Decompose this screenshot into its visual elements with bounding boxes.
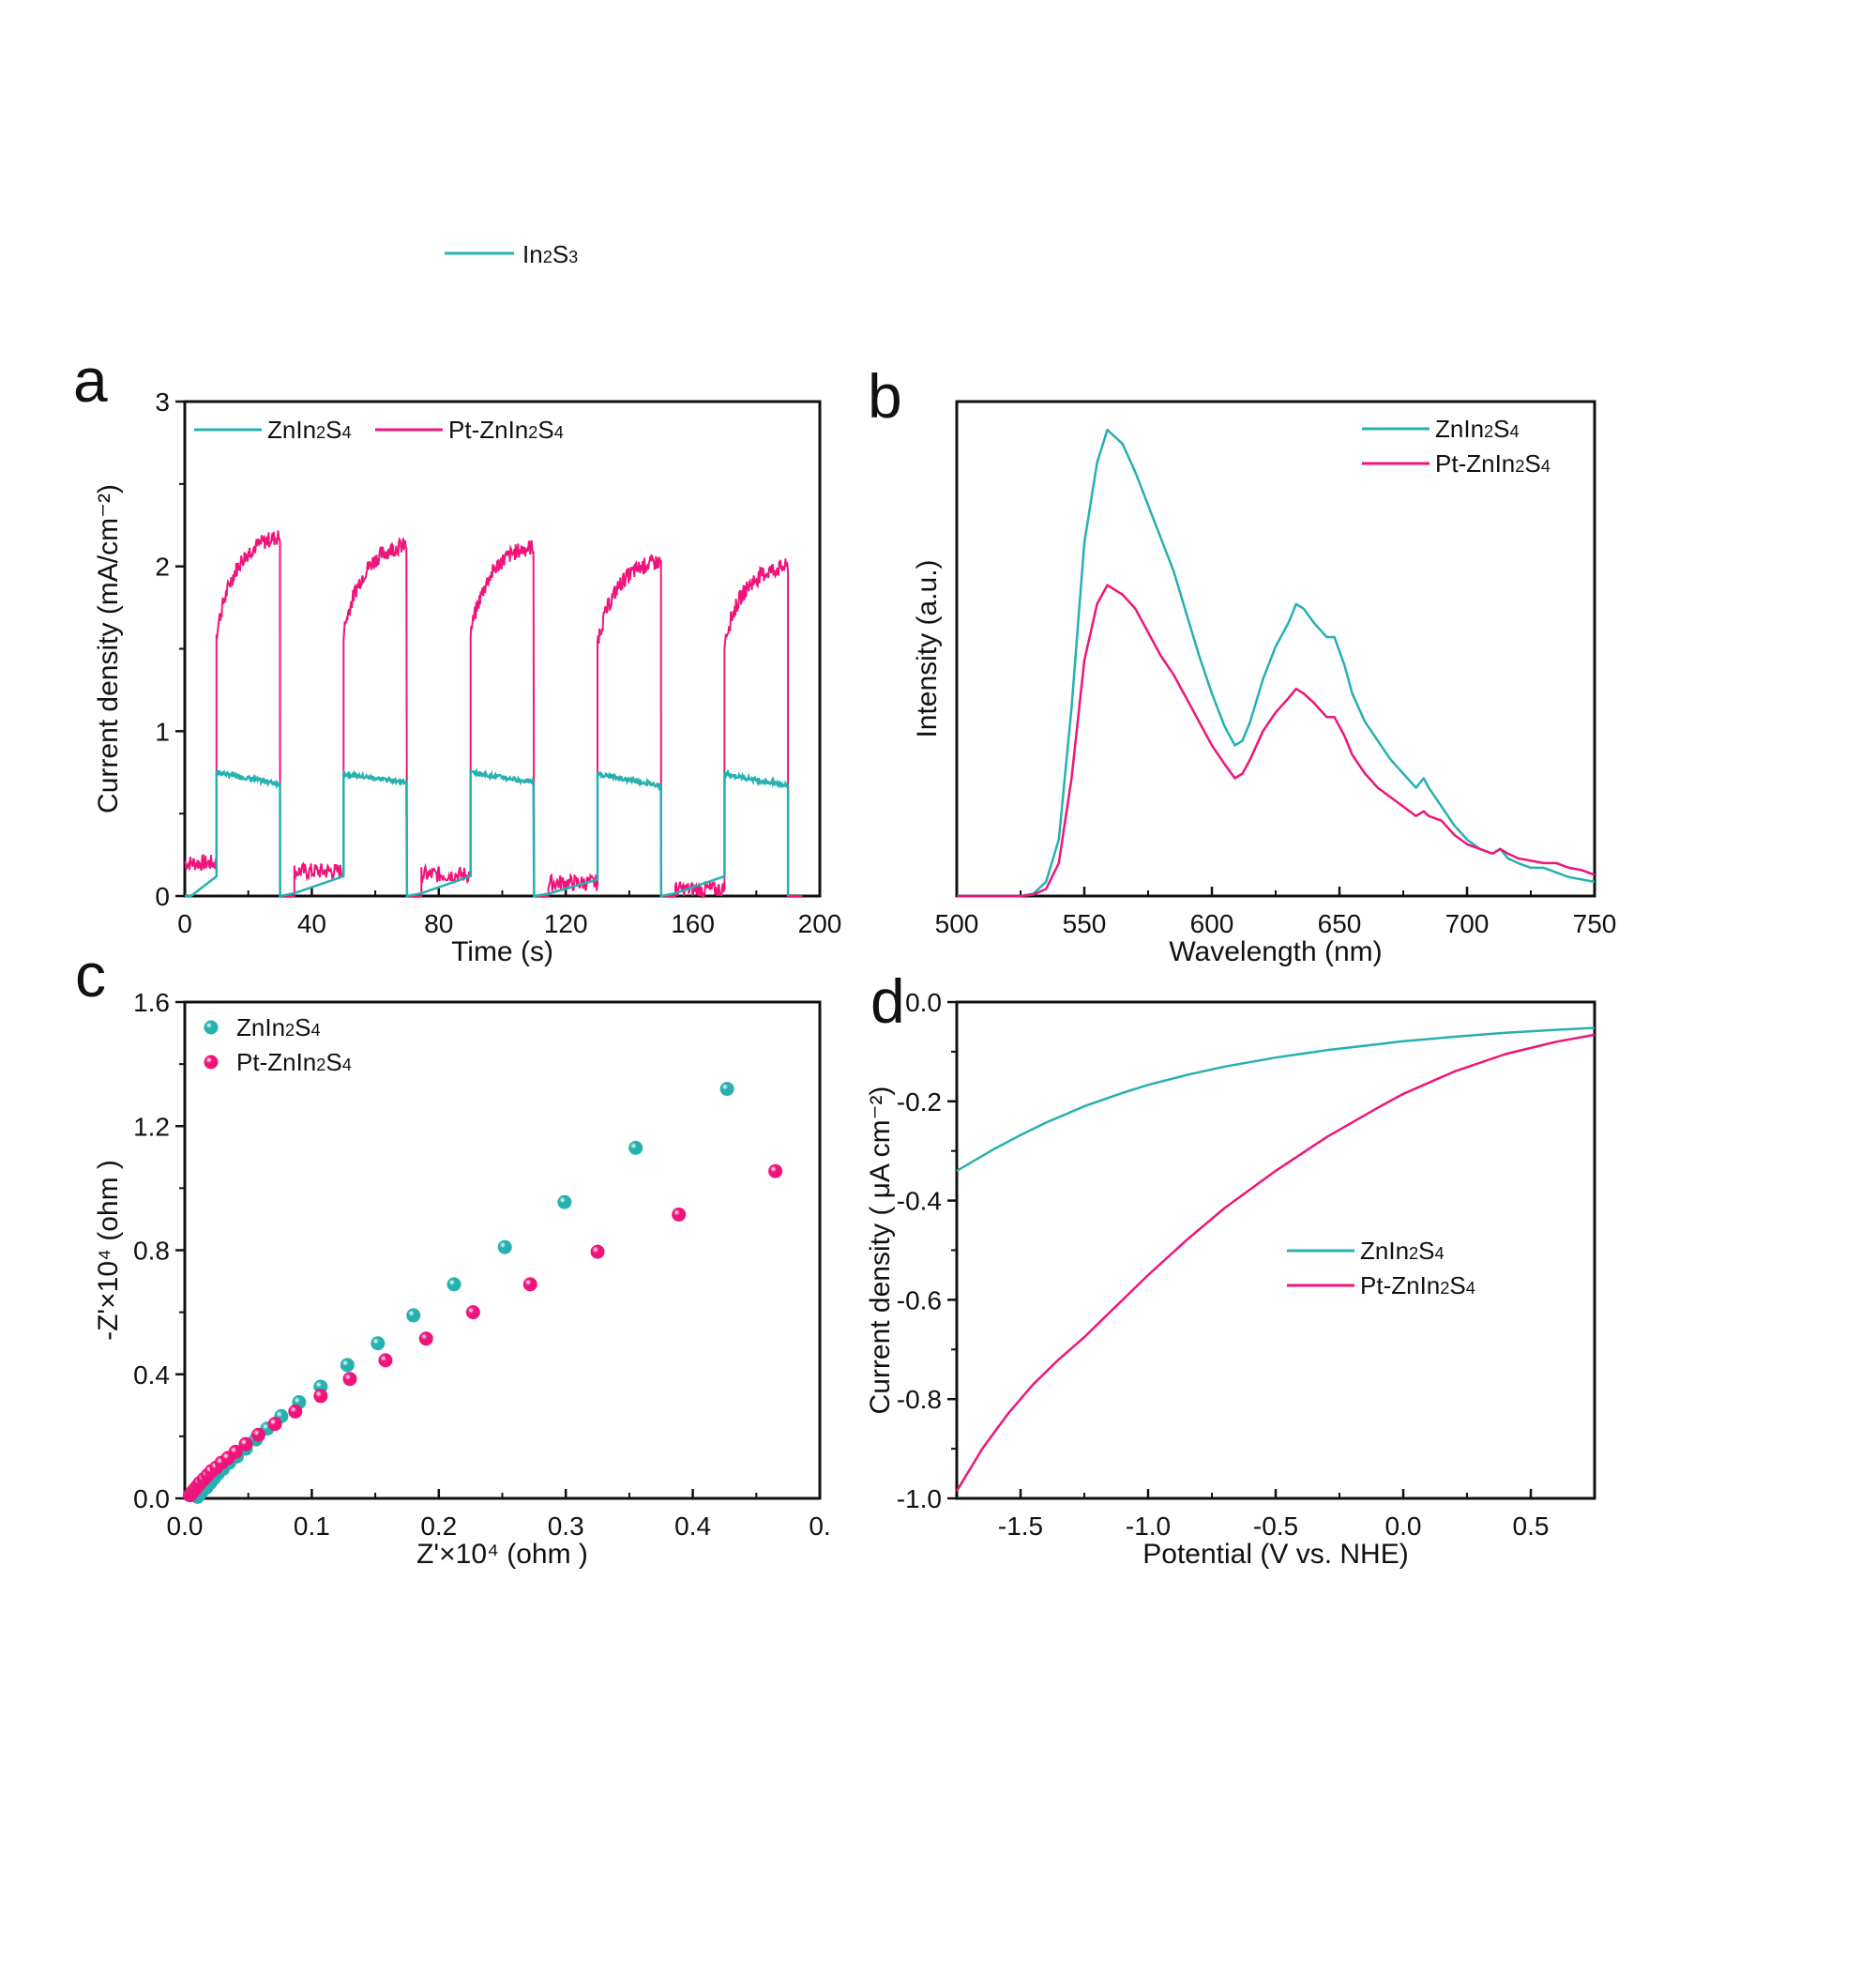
data-point-pt-znin2s4 — [267, 1417, 282, 1432]
x-tick-label: 600 — [1190, 909, 1234, 938]
series-line-pt-znin2s4 — [184, 530, 803, 900]
y-tick-label: -0.4 — [897, 1187, 942, 1216]
data-point-pt-znin2s4 — [672, 1207, 687, 1222]
x-tick-label: 0.4 — [674, 1512, 711, 1541]
x-tick-label: 160 — [671, 909, 715, 938]
top-legend: In2S3 — [445, 240, 578, 268]
x-tick-label: 0.5 — [1513, 1512, 1550, 1541]
data-point-pt-znin2s4 — [590, 1244, 605, 1259]
legend-marker-pt-znin2s4 — [204, 1055, 219, 1070]
x-axis-title: Z'×10⁴ (ohm ) — [416, 1539, 588, 1570]
y-axis-title: Current density (mA/cm⁻²) — [93, 484, 124, 813]
data-point-pt-znin2s4 — [288, 1404, 303, 1419]
y-tick-label: 1.6 — [133, 988, 170, 1017]
x-tick-label: 0.0 — [167, 1512, 204, 1541]
y-tick-label: 1 — [155, 717, 170, 746]
series-line-pt-znin2s4 — [955, 1033, 1596, 1492]
data-point-znin2s4 — [628, 1140, 643, 1155]
data-point-pt-znin2s4 — [378, 1353, 393, 1368]
data-point-znin2s4 — [371, 1336, 386, 1351]
x-tick-label: 0.1 — [294, 1512, 330, 1541]
series-line-znin2s4 — [957, 428, 1596, 898]
data-point-znin2s4 — [719, 1082, 734, 1097]
y-tick-label: 3 — [155, 387, 170, 417]
panel-c-nyquist-plot: c 0.0 0.1 0.2 0.3 0.4 0. 0.0 0.4 0.8 1.2 1.6 Z'×10⁴ … — [75, 940, 831, 1570]
x-axis-title: Potential (V vs. NHE) — [1142, 1539, 1408, 1570]
x-tick-label: 0.3 — [548, 1512, 584, 1541]
data-point-pt-znin2s4 — [238, 1436, 253, 1451]
panel-b-pl-spectra: b 500 550 600 650 700 750 Wavelength (nm) Intens… — [868, 361, 1616, 967]
y-axis-title: -Z'×10⁴ (ohm ) — [93, 1160, 124, 1341]
y-tick-label: -0.8 — [897, 1385, 942, 1414]
x-tick-label: 0.0 — [1385, 1512, 1422, 1541]
x-tick-label: 120 — [544, 909, 588, 938]
x-axis-title: Wavelength (nm) — [1169, 936, 1382, 967]
data-point-znin2s4 — [340, 1358, 355, 1373]
y-tick-label: -0.6 — [897, 1285, 942, 1314]
x-tick-label: 700 — [1445, 909, 1490, 938]
y-tick-label: 0 — [155, 882, 170, 911]
legend-label-znin2s4: ZnIn2S4 — [236, 1013, 321, 1041]
y-tick-label: 2 — [155, 553, 170, 582]
legend-label-pt-znin2s4: Pt-ZnIn2S4 — [448, 416, 564, 444]
legend-label-pt-znin2s4: Pt-ZnIn2S4 — [1435, 449, 1551, 478]
x-tick-label: 0. — [809, 1512, 830, 1541]
x-tick-label: 500 — [935, 909, 979, 938]
x-tick-label: 750 — [1573, 909, 1617, 938]
panel-a-transient-photocurrent: a 0 40 80 120 160 200 0 1 2 3 Time (s) Current densi… — [73, 345, 841, 967]
data-point-pt-znin2s4 — [465, 1305, 480, 1320]
y-axis-title: Intensity (a.u.) — [912, 559, 943, 737]
data-point-znin2s4 — [406, 1308, 421, 1323]
legend-label-in2s3: In2S3 — [522, 240, 578, 268]
x-tick-label: -1.0 — [1126, 1512, 1171, 1541]
y-tick-label: -0.2 — [897, 1087, 942, 1117]
y-tick-label: 0.0 — [905, 988, 942, 1017]
y-tick-label: 0.0 — [133, 1484, 170, 1513]
x-axis-title: Time (s) — [451, 936, 553, 967]
data-point-znin2s4 — [557, 1194, 572, 1209]
legend-label-znin2s4: ZnIn2S4 — [267, 416, 352, 444]
y-tick-label: -1.0 — [897, 1484, 942, 1513]
legend-label-znin2s4: ZnIn2S4 — [1435, 415, 1520, 443]
x-tick-label: -0.5 — [1253, 1512, 1298, 1541]
x-tick-label: 80 — [424, 909, 453, 938]
data-point-pt-znin2s4 — [768, 1163, 783, 1178]
y-tick-label: 0.8 — [133, 1237, 170, 1266]
x-tick-label: 650 — [1318, 909, 1362, 938]
data-point-pt-znin2s4 — [342, 1372, 357, 1387]
data-point-pt-znin2s4 — [418, 1331, 433, 1346]
legend-label-znin2s4: ZnIn2S4 — [1360, 1237, 1445, 1265]
legend-label-pt-znin2s4: Pt-ZnIn2S4 — [236, 1048, 352, 1076]
plot-frame — [955, 1000, 1596, 1500]
panel-letter: b — [868, 361, 902, 431]
series-line-znin2s4 — [185, 767, 790, 898]
data-point-znin2s4 — [497, 1239, 512, 1254]
y-axis-title: Current density ( μA cm⁻²) — [865, 1086, 896, 1415]
data-point-pt-znin2s4 — [228, 1444, 243, 1459]
x-tick-label: 0 — [177, 909, 192, 938]
x-tick-label: 550 — [1063, 909, 1107, 938]
panel-d-lsv-curves: d -1.5 -1.0 -0.5 0.0 0.5 -1.0 -0.8 -0.6 -0.4 -0.2 0… — [865, 966, 1596, 1570]
x-tick-label: 0.2 — [420, 1512, 457, 1541]
legend-label-pt-znin2s4: Pt-ZnIn2S4 — [1360, 1271, 1475, 1299]
data-point-pt-znin2s4 — [313, 1389, 328, 1404]
y-tick-label: 0.4 — [133, 1360, 170, 1390]
data-point-pt-znin2s4 — [522, 1277, 537, 1292]
panel-letter: d — [870, 966, 905, 1036]
data-point-znin2s4 — [446, 1277, 461, 1292]
data-point-pt-znin2s4 — [251, 1427, 266, 1442]
x-tick-label: 200 — [798, 909, 842, 938]
x-tick-label: -1.5 — [998, 1512, 1043, 1541]
x-tick-label: 40 — [297, 909, 326, 938]
series-line-znin2s4 — [956, 1026, 1596, 1172]
panel-letter: c — [75, 940, 106, 1010]
series-line-pt-znin2s4 — [957, 584, 1596, 898]
panel-letter: a — [73, 345, 108, 415]
legend-marker-znin2s4 — [204, 1020, 219, 1035]
y-tick-label: 1.2 — [133, 1112, 170, 1141]
